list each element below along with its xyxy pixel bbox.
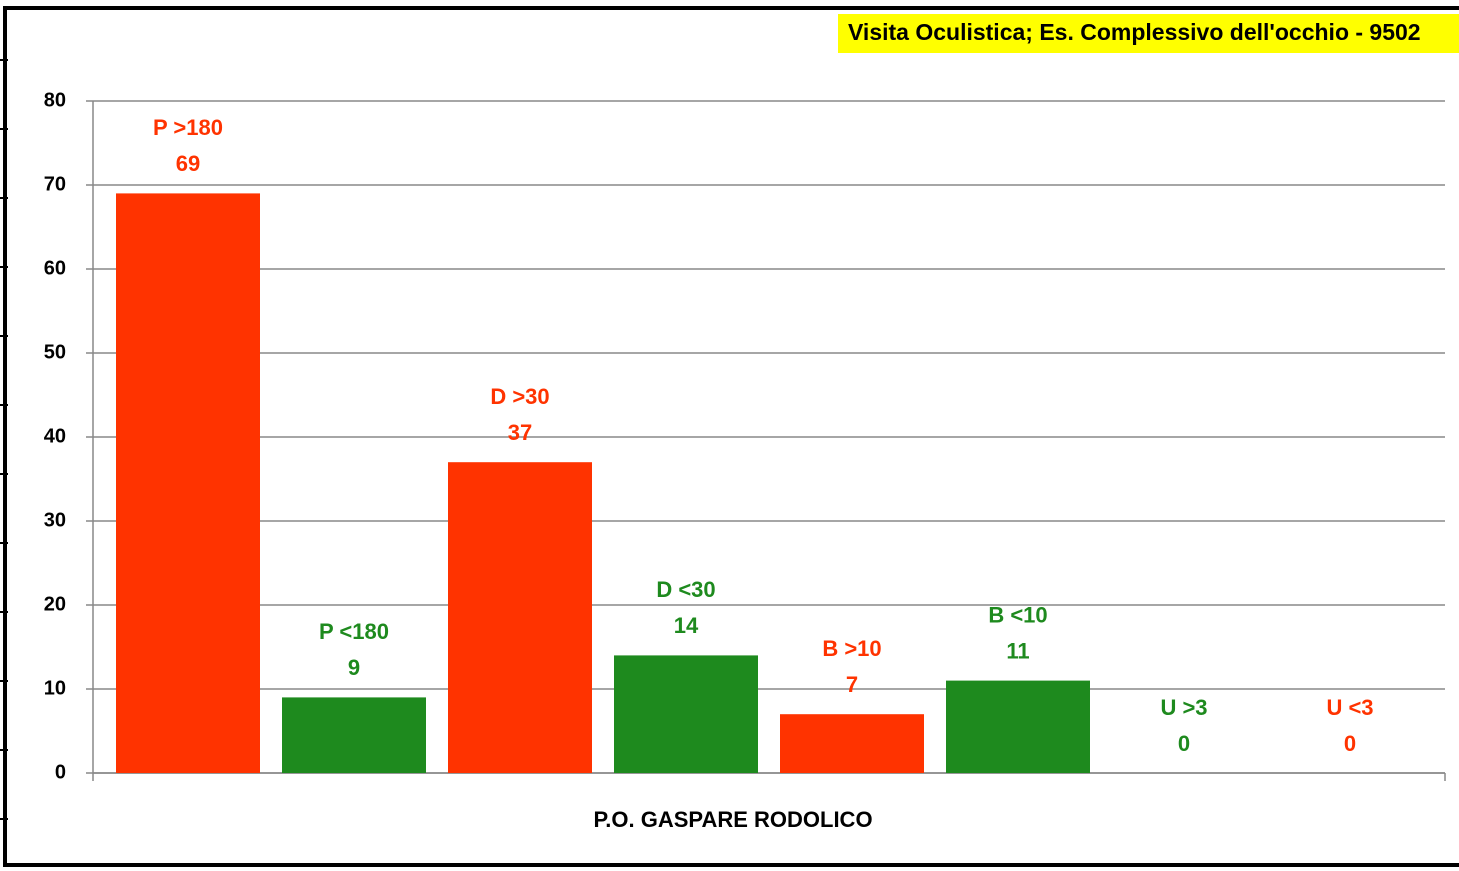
y-tick-label: 0 bbox=[55, 761, 66, 783]
y-tick-label: 30 bbox=[44, 509, 66, 531]
y-tick-label: 50 bbox=[44, 341, 66, 363]
series-label: B <10 bbox=[988, 602, 1047, 627]
y-tick-label: 20 bbox=[44, 593, 66, 615]
series-label: P <180 bbox=[319, 619, 389, 644]
bar bbox=[946, 680, 1090, 773]
data-label: 11 bbox=[1006, 638, 1029, 663]
series-label: B >10 bbox=[822, 636, 881, 661]
x-tick-label: P.O. GASPARE RODOLICO bbox=[593, 807, 872, 832]
y-tick-label: 70 bbox=[44, 173, 66, 195]
series-label: U <3 bbox=[1326, 695, 1373, 720]
title-box bbox=[838, 14, 1459, 53]
bar bbox=[448, 462, 592, 773]
bar bbox=[282, 697, 426, 773]
data-label: 69 bbox=[176, 151, 200, 176]
chart-title: Visita Oculistica; Es. Complessivo dell'… bbox=[848, 19, 1421, 45]
y-tick-label: 60 bbox=[44, 257, 66, 279]
data-label: 0 bbox=[1178, 731, 1190, 756]
data-label: 7 bbox=[846, 672, 858, 697]
bar bbox=[614, 655, 758, 773]
bar bbox=[116, 193, 260, 773]
data-label: 14 bbox=[674, 613, 699, 638]
y-tick-label: 80 bbox=[44, 89, 66, 111]
series-label: P >180 bbox=[153, 115, 223, 140]
data-label: 9 bbox=[348, 655, 360, 680]
y-tick-label: 10 bbox=[44, 677, 66, 699]
data-label: 37 bbox=[508, 420, 532, 445]
y-tick-label: 40 bbox=[44, 425, 66, 447]
series-label: D >30 bbox=[490, 384, 549, 409]
series-label: U >3 bbox=[1160, 695, 1207, 720]
series-label: D <30 bbox=[656, 577, 715, 602]
data-label: 0 bbox=[1344, 731, 1356, 756]
bar bbox=[780, 714, 924, 773]
